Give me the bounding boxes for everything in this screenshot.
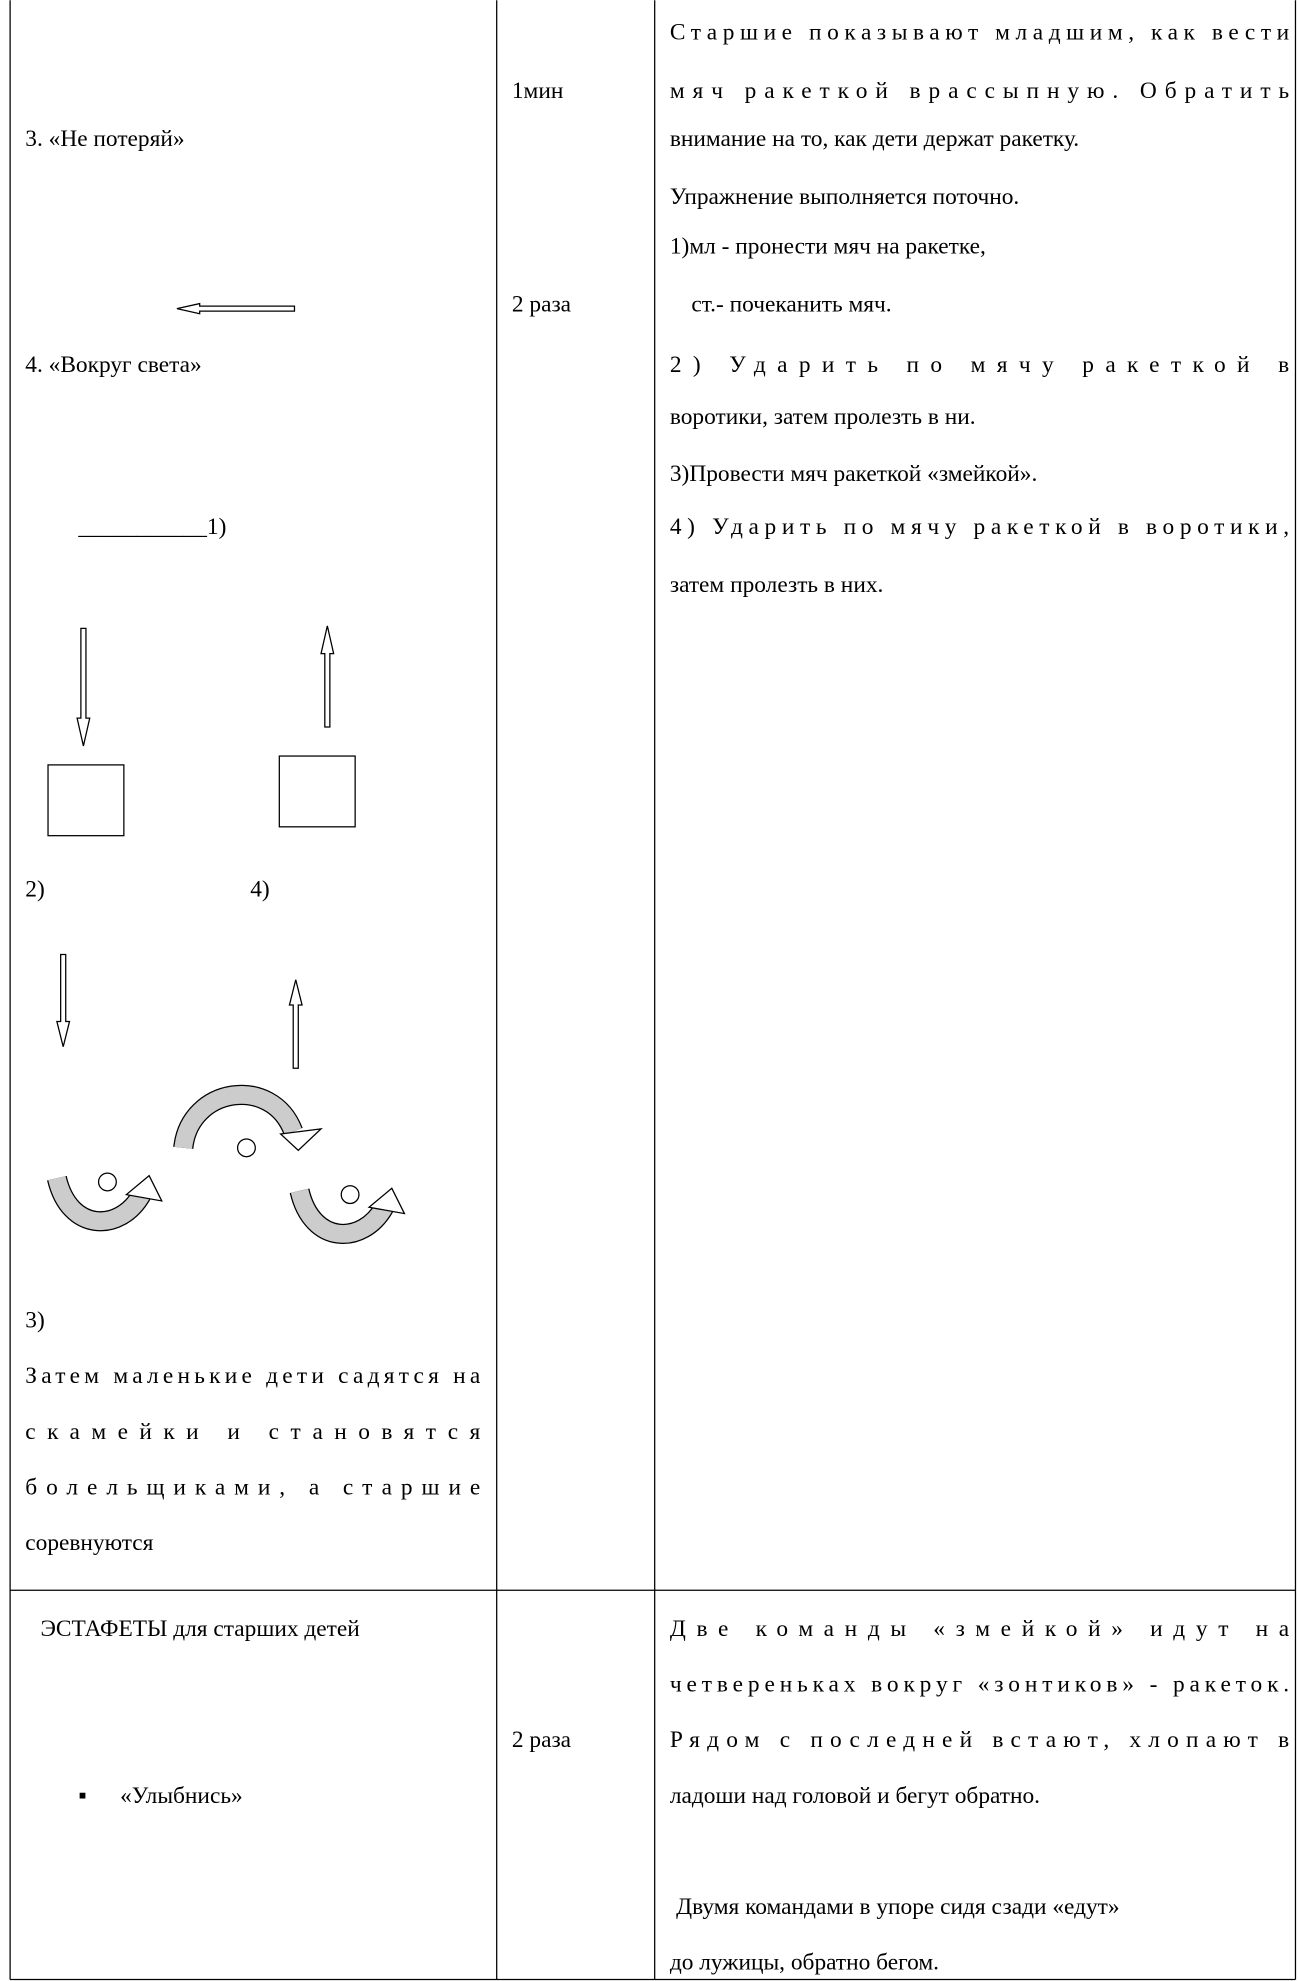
arrow-up xyxy=(288,979,303,1069)
exercise-text: ЭСТАФЕТЫ для старших детей xyxy=(40,1616,359,1642)
method-text: 4) Ударить по мячу ракеткой в воротики, xyxy=(670,514,1289,540)
ball xyxy=(340,1185,360,1205)
method-text: 1)мл - пронести мяч на ракетке, xyxy=(670,233,986,259)
dosage-text: 2 раза xyxy=(512,1727,572,1753)
bullet: ▪ xyxy=(78,1783,86,1809)
exercise-text: болельщиками, а старшие xyxy=(25,1474,480,1500)
exercise-text: скамейки и становятся xyxy=(25,1419,480,1445)
exercise-text: 3. «Не потеряй» xyxy=(25,126,184,152)
arrow-down xyxy=(56,953,71,1047)
diagram-label: ___________1) xyxy=(77,514,226,540)
exercise-text: 4. «Вокруг света» xyxy=(25,352,201,378)
method-text: 2) Ударить по мячу ракеткой в xyxy=(670,352,1289,378)
method-text: Двумя командами в упоре сидя сзади «едут… xyxy=(676,1894,1119,1920)
curved-arrow xyxy=(289,1187,406,1244)
method-text: ладоши над головой и бегут обратно. xyxy=(670,1783,1040,1809)
arrow-left xyxy=(176,302,296,315)
method-text: Упражнение выполняется поточно. xyxy=(670,184,1019,210)
method-text: внимание на то, как дети держат ракетку. xyxy=(670,126,1079,152)
exercise-text: соревнуются xyxy=(25,1530,153,1556)
method-text: четвереньках вокруг «зонтиков» - ракеток… xyxy=(670,1672,1289,1698)
diagram-label: 4) xyxy=(250,877,269,903)
diagram-label: 3) xyxy=(25,1308,44,1334)
square xyxy=(278,755,356,828)
method-text: затем пролезть в них. xyxy=(670,572,884,598)
method-text: мяч ракеткой врассыпную. Обратить xyxy=(670,78,1289,104)
ball xyxy=(97,1172,117,1192)
arrow-down xyxy=(76,627,91,747)
method-text: Две команды «змейкой» идут на xyxy=(670,1616,1290,1642)
method-text: 3)Провести мяч ракеткой «змейкой». xyxy=(670,461,1037,487)
exercise-text: Затем маленькие дети садятся на xyxy=(25,1363,481,1389)
ball xyxy=(236,1138,256,1158)
method-text: до лужицы, обратно бегом. xyxy=(670,1950,939,1976)
diagram-label: 2) xyxy=(25,877,44,903)
dosage-text: 2 раза xyxy=(512,291,572,317)
curved-arrow xyxy=(47,1174,163,1232)
method-text: Рядом с последней встают, хлопают в xyxy=(670,1727,1289,1753)
square xyxy=(47,764,125,837)
method-text: ст.- почеканить мяч. xyxy=(691,291,891,317)
curved-arrow xyxy=(173,1084,323,1152)
dosage-text: 1мин xyxy=(512,78,563,104)
method-text: воротики, затем пролезть в ни. xyxy=(670,404,976,430)
method-text: Старшие показывают младшим, как вести xyxy=(670,20,1289,46)
exercise-text: «Улыбнись» xyxy=(120,1783,243,1809)
arrow-up xyxy=(320,625,335,728)
